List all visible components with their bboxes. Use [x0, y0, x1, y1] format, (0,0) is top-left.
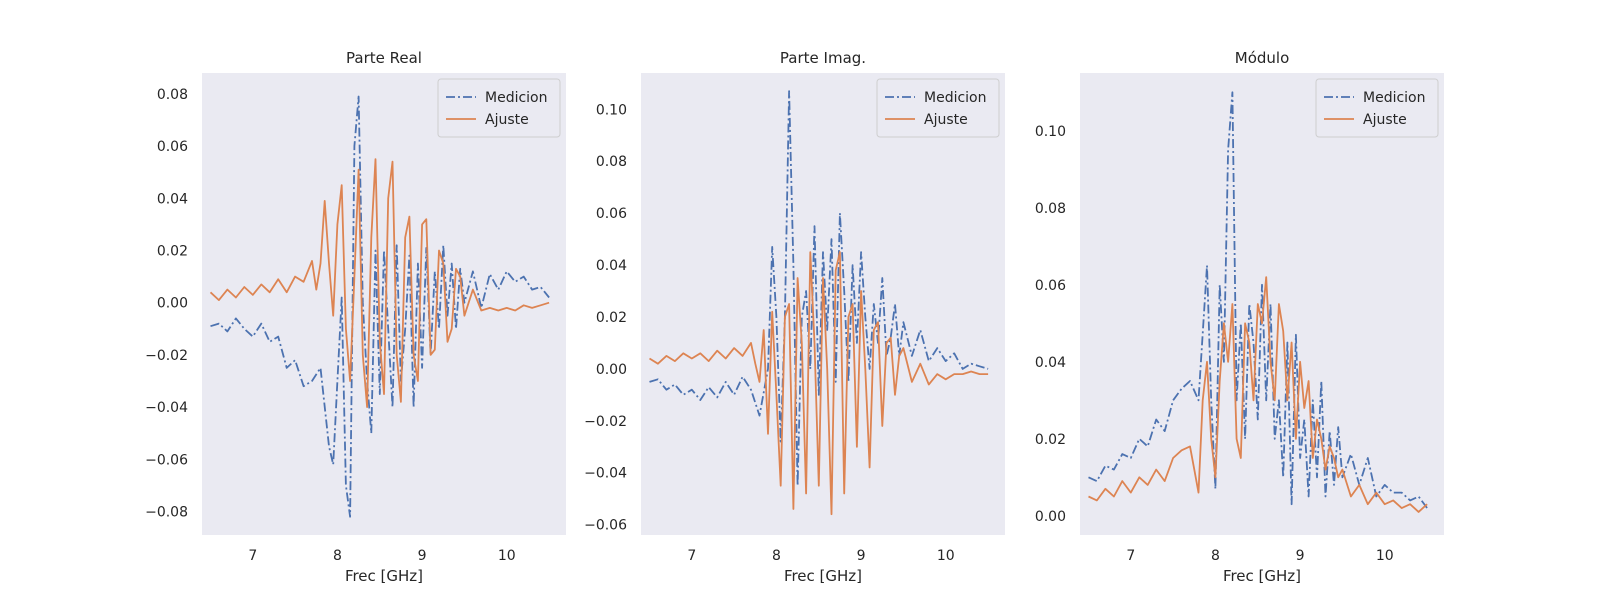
y-tick-label: 0.04 [1035, 355, 1066, 371]
y-tick-label: 0.08 [596, 154, 627, 170]
legend-box [876, 78, 1000, 138]
y-tick-label: 0.04 [157, 191, 188, 207]
x-tick-label: 9 [418, 548, 427, 564]
y-tick-label: 0.00 [157, 296, 188, 312]
y-tick-label: 0.06 [596, 206, 627, 222]
series-line-ajuste [1088, 276, 1428, 513]
x-tick-label: 10 [498, 548, 516, 564]
y-tick-label: 0.06 [157, 139, 188, 155]
series-line-medicion [210, 95, 550, 518]
legend-entry: Ajuste [485, 112, 529, 128]
y-tick-label: −0.04 [584, 466, 627, 482]
y-tick-label: 0.02 [157, 243, 188, 259]
x-axis-label: Frec [GHz] [784, 567, 862, 585]
y-tick-label: 0.02 [596, 310, 627, 326]
x-tick-label: 9 [1296, 548, 1305, 564]
y-tick-label: 0.00 [596, 362, 627, 378]
y-tick-label: 0.08 [1035, 201, 1066, 217]
subplot-1: Parte Real 7 8 9 10 −0.08 −0.06 −0.04 −0.02 0.00 0… [145, 49, 566, 585]
x-tick-label: 7 [687, 548, 696, 564]
y-tick-label: −0.06 [145, 452, 188, 468]
y-tick-label: 0.00 [1035, 509, 1066, 525]
x-axis-label: Frec [GHz] [1223, 567, 1301, 585]
legend-box [437, 78, 561, 138]
y-tick-label: 0.02 [1035, 432, 1066, 448]
x-tick-label: 7 [1126, 548, 1135, 564]
x-tick-label: 7 [248, 548, 257, 564]
y-tick-label: 0.04 [596, 258, 627, 274]
y-tick-label: −0.06 [584, 518, 627, 534]
y-tick-label: −0.02 [584, 414, 627, 430]
chart-title: Parte Real [346, 49, 422, 67]
series-line-medicion [1088, 91, 1428, 509]
y-tick-label: 0.08 [157, 87, 188, 103]
x-axis-label: Frec [GHz] [345, 567, 423, 585]
chart-title: Módulo [1235, 49, 1290, 67]
y-tick-label: 0.10 [1035, 124, 1066, 140]
legend: Medicion Ajuste [1315, 78, 1439, 138]
chart-title: Parte Imag. [780, 49, 866, 67]
y-tick-label: −0.04 [145, 400, 188, 416]
x-tick-label: 10 [1376, 548, 1394, 564]
y-tick-label: −0.02 [145, 348, 188, 364]
plot-area [202, 73, 566, 535]
legend: Medicion Ajuste [876, 78, 1000, 138]
x-tick-label: 8 [772, 548, 781, 564]
y-tick-label: −0.08 [145, 505, 188, 521]
y-tick-label: 0.06 [1035, 278, 1066, 294]
legend-entry: Medicion [924, 90, 987, 106]
x-tick-label: 8 [1211, 548, 1220, 564]
y-tick-label: 0.10 [596, 102, 627, 118]
x-tick-label: 9 [857, 548, 866, 564]
series-line-medicion [649, 90, 989, 487]
legend-entry: Medicion [1363, 90, 1426, 106]
subplot-3: Módulo 7 8 9 10 0.00 0.02 0.04 0.06 0.08 0.10 Frec … [1035, 49, 1444, 585]
legend-box [1315, 78, 1439, 138]
legend-entry: Ajuste [1363, 112, 1407, 128]
legend: Medicion Ajuste [437, 78, 561, 138]
x-tick-label: 8 [333, 548, 342, 564]
legend-entry: Ajuste [924, 112, 968, 128]
series-line-ajuste [209, 158, 550, 409]
x-tick-label: 10 [937, 548, 955, 564]
legend-entry: Medicion [485, 90, 548, 106]
subplot-2: Parte Imag. 7 8 9 10 −0.06 −0.04 −0.02 0.00 0.02 0… [584, 49, 1005, 585]
series-line-ajuste [649, 251, 989, 516]
